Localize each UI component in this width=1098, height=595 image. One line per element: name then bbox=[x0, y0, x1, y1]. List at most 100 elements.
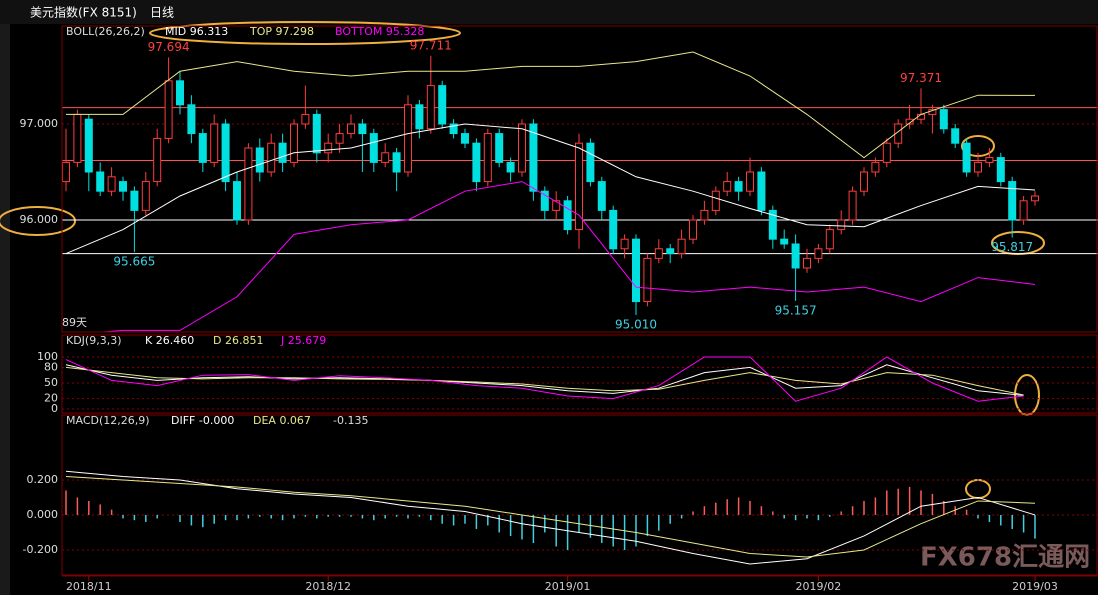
legend-entry: MID 96.313 bbox=[165, 25, 228, 38]
extreme-label: 95.157 bbox=[775, 303, 817, 317]
extreme-label: 97.371 bbox=[900, 71, 942, 85]
candle-body bbox=[860, 171, 868, 192]
candle-body bbox=[187, 104, 196, 135]
x-tick-label: 2019/03 bbox=[1012, 580, 1058, 593]
candle-body bbox=[563, 200, 572, 231]
candle-body bbox=[449, 123, 458, 135]
candle-body bbox=[620, 238, 629, 250]
candle-body bbox=[404, 104, 412, 173]
candle-body bbox=[84, 118, 93, 173]
candle-body bbox=[244, 147, 253, 221]
candle-body bbox=[312, 113, 321, 154]
x-tick-label: 2018/12 bbox=[305, 580, 351, 593]
candle-body bbox=[540, 190, 549, 211]
candle-body bbox=[586, 142, 595, 183]
candle-body bbox=[643, 257, 652, 303]
legend-entry: D 26.851 bbox=[213, 334, 263, 347]
candle-body bbox=[164, 80, 173, 139]
extreme-label: 97.694 bbox=[148, 40, 190, 54]
candle-body bbox=[905, 118, 914, 125]
candle-body bbox=[1031, 195, 1039, 202]
candle-body bbox=[130, 190, 139, 211]
candle-body bbox=[461, 133, 469, 144]
candle-body bbox=[119, 181, 127, 192]
candle-body bbox=[267, 142, 276, 173]
side-tabs[interactable] bbox=[0, 24, 10, 595]
candle-body bbox=[871, 161, 880, 173]
legend-entry: K 26.460 bbox=[145, 334, 194, 347]
candle-body bbox=[153, 137, 162, 183]
y-tick-label: 80 bbox=[44, 360, 58, 373]
days-label: 89天 bbox=[62, 316, 87, 329]
candle-body bbox=[62, 161, 70, 183]
candle-body bbox=[700, 209, 709, 221]
candle-body bbox=[814, 248, 823, 259]
legend-entry: TOP 97.298 bbox=[249, 25, 314, 38]
candle-body bbox=[951, 128, 960, 144]
panel-title: BOLL(26,26,2) bbox=[66, 25, 145, 38]
candle-body bbox=[301, 113, 310, 125]
candle-body bbox=[746, 171, 754, 192]
extreme-label: 97.711 bbox=[410, 38, 452, 52]
candle-body bbox=[768, 209, 777, 240]
y-tick-label: 0.200 bbox=[27, 473, 59, 486]
candle-body bbox=[495, 133, 504, 163]
candle-body bbox=[107, 176, 116, 192]
y-tick-label: 97.000 bbox=[20, 117, 59, 130]
candle-body bbox=[529, 123, 538, 192]
candle-body bbox=[426, 85, 435, 130]
candle-body bbox=[552, 200, 561, 211]
candle-body bbox=[358, 123, 367, 135]
candle-body bbox=[96, 171, 105, 192]
candle-body bbox=[882, 142, 891, 163]
panel-frame bbox=[61, 414, 1098, 576]
highlight bbox=[0, 206, 76, 236]
legend-entry: J 25.679 bbox=[280, 334, 326, 347]
y-tick-label: 50 bbox=[44, 376, 58, 389]
candle-body bbox=[483, 133, 492, 183]
candle-body bbox=[518, 123, 526, 173]
candle-body bbox=[335, 133, 344, 144]
candle-body bbox=[894, 123, 903, 144]
top-bar bbox=[0, 0, 1098, 24]
candle-body bbox=[985, 157, 994, 163]
panel bbox=[62, 51, 1098, 332]
indicator-line bbox=[65, 366, 1024, 396]
watermark: FX678汇通网 bbox=[920, 543, 1090, 573]
panel-frame bbox=[61, 25, 1098, 333]
indicator-line bbox=[65, 356, 1024, 402]
instrument-title: 美元指数(FX 8151) bbox=[30, 5, 137, 20]
period[interactable]: 日线 bbox=[150, 6, 174, 20]
candle-body bbox=[996, 157, 1005, 183]
candle-body bbox=[939, 109, 948, 130]
candle-body bbox=[654, 248, 663, 259]
candle-body bbox=[791, 243, 800, 269]
legend-entry: DEA 0.067 bbox=[253, 414, 311, 427]
indicator-line bbox=[97, 181, 1036, 332]
legend-entry: DIFF -0.000 bbox=[171, 414, 234, 427]
panel bbox=[62, 356, 1098, 410]
candle-body bbox=[1019, 200, 1028, 221]
panel-title: MACD(12,26,9) bbox=[66, 414, 150, 427]
indicator-line bbox=[65, 475, 1036, 558]
candle-body bbox=[803, 257, 811, 269]
candle-body bbox=[711, 190, 720, 211]
candle-body bbox=[962, 142, 971, 173]
highlight bbox=[149, 21, 461, 45]
candle-body bbox=[506, 161, 515, 173]
candle-body bbox=[210, 123, 219, 163]
y-tick-label: 20 bbox=[44, 392, 58, 405]
candle-body bbox=[381, 152, 390, 163]
candle-body bbox=[324, 142, 333, 154]
candle-body bbox=[221, 123, 230, 183]
candle-body bbox=[974, 161, 982, 173]
candle-body bbox=[689, 219, 697, 240]
candle-body bbox=[176, 80, 184, 106]
legend-entry: BOTTOM 95.328 bbox=[335, 25, 424, 38]
candle-body bbox=[392, 152, 401, 173]
indicator-line bbox=[65, 123, 1036, 255]
macd-value: -0.135 bbox=[333, 414, 368, 427]
extreme-label: 95.665 bbox=[113, 255, 155, 269]
y-tick-label: 0.000 bbox=[27, 508, 59, 521]
